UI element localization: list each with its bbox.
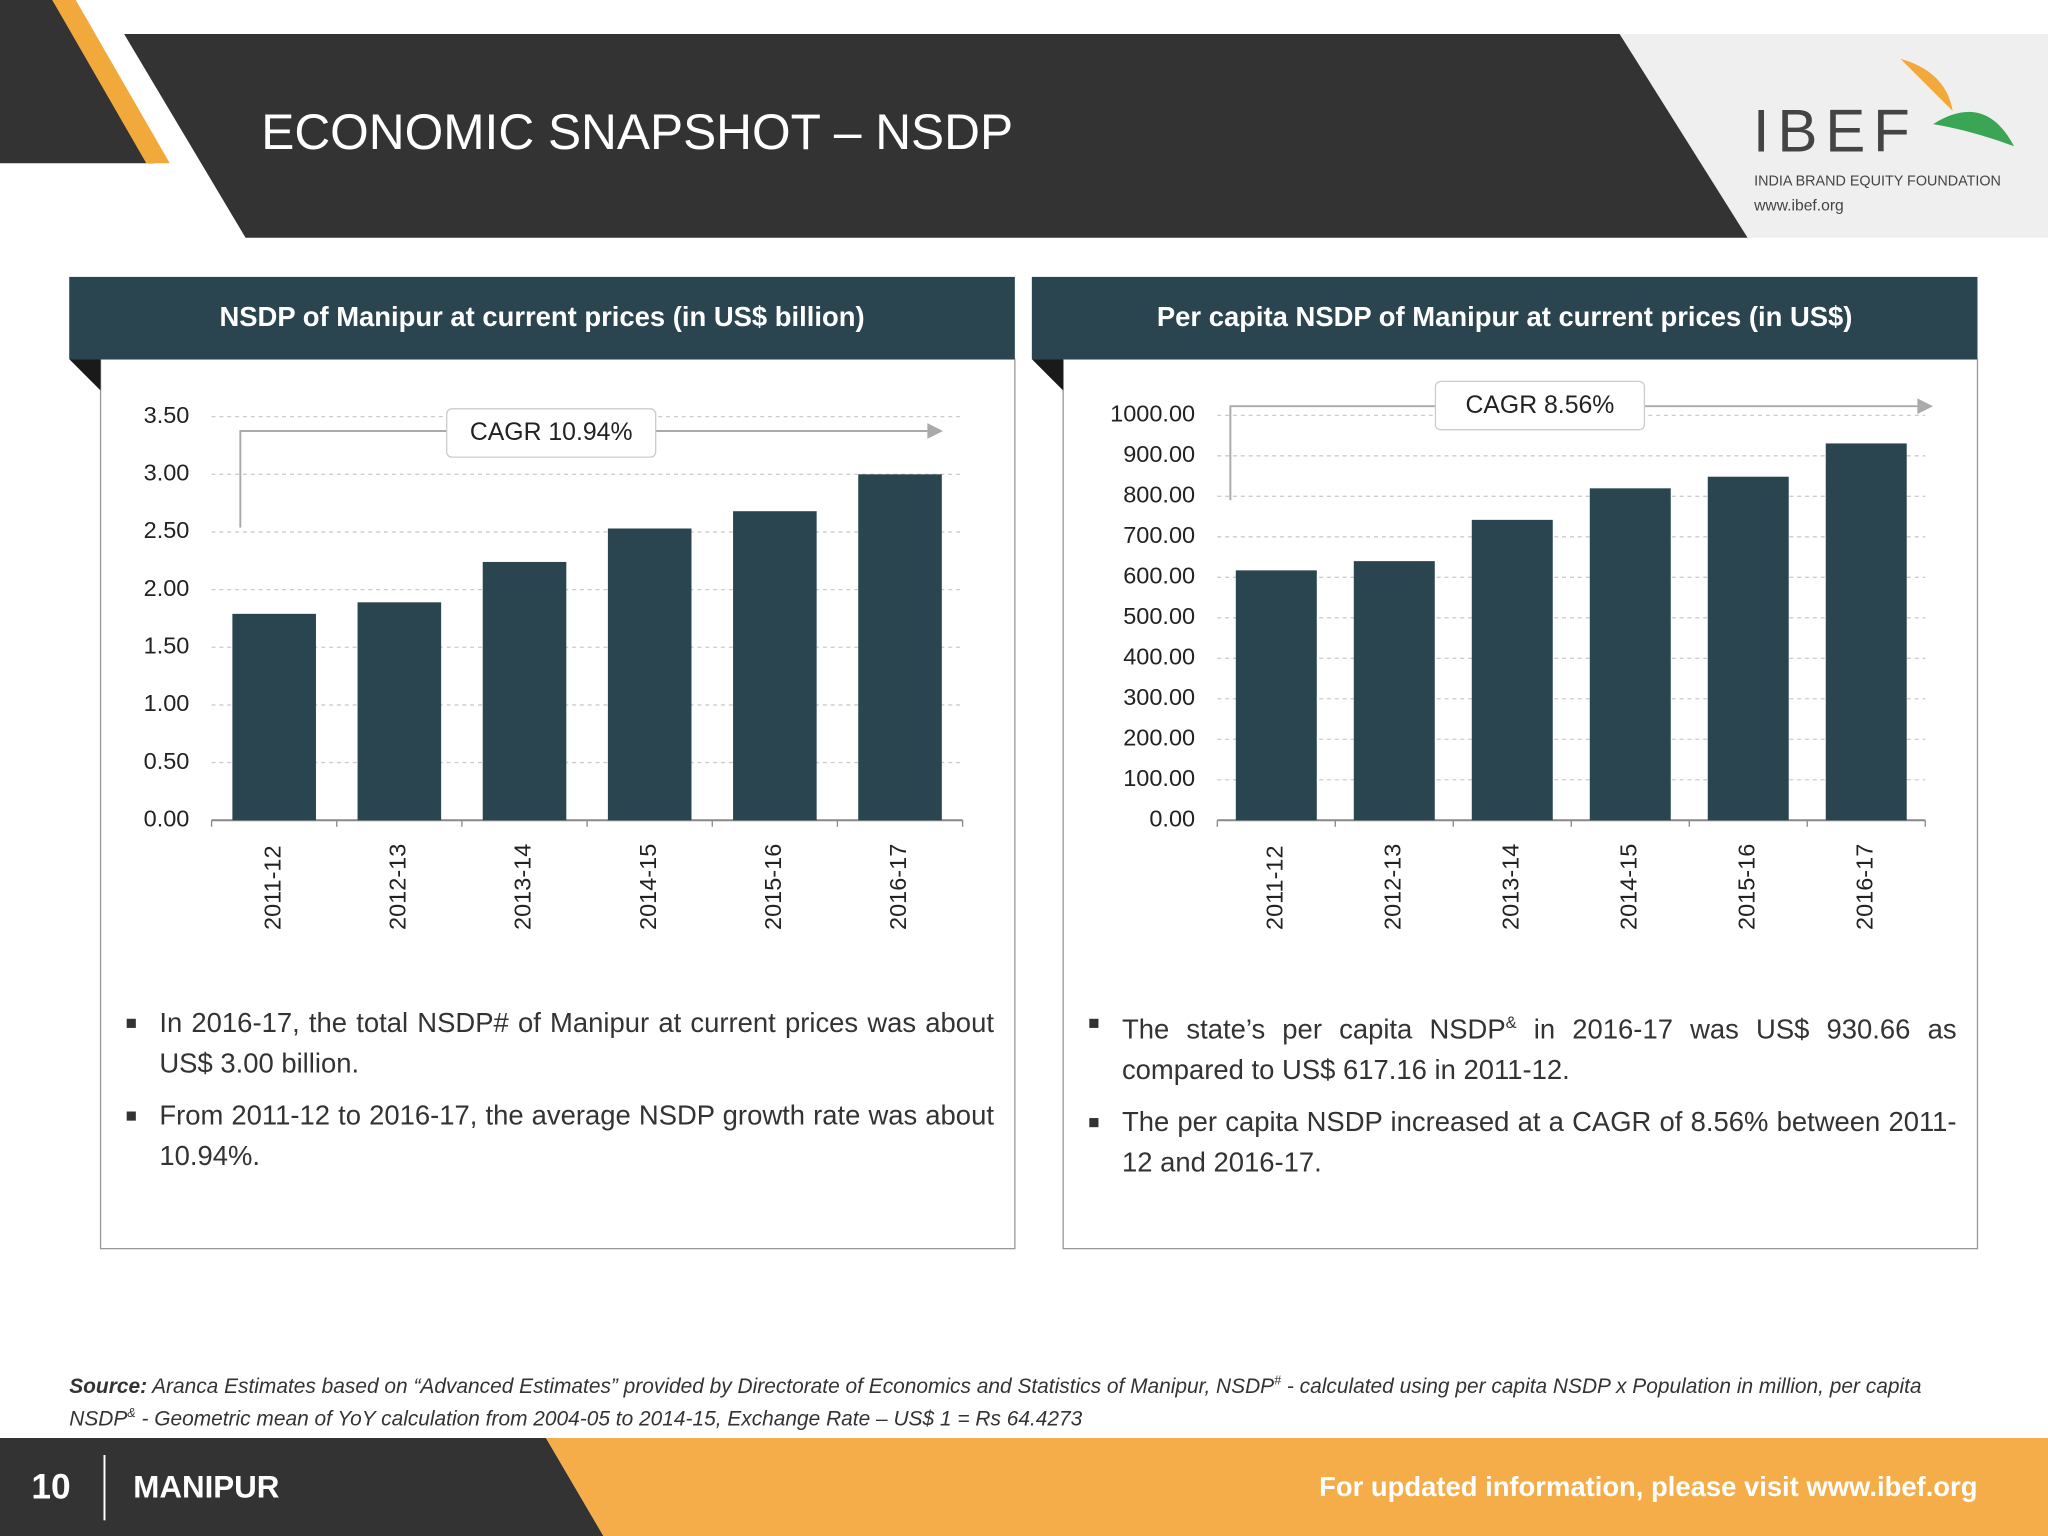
footer-link[interactable]: For updated information, please visit ww… [1319,1471,1977,1502]
bullet: From 2011-12 to 2016-17, the average NSD… [101,1096,994,1177]
y-tick-label: 600.00 [1123,563,1195,589]
y-tick-label: 300.00 [1123,684,1195,710]
logo-bird [1900,58,1953,112]
cagr-label: CAGR 10.94% [470,419,633,446]
panel-fold [69,359,101,391]
y-tick-label: 1000.00 [1110,401,1195,427]
cagr-arrowhead [1917,398,1934,415]
y-tick-label: 3.50 [144,402,190,428]
x-tick-label: 2013-14 [1497,844,1523,930]
bar [232,613,316,821]
y-tick-label: 500.00 [1123,603,1195,629]
footer-dark [0,1438,604,1536]
footer-orange [545,1438,2048,1536]
source-text: - calculated using per capita NSDP x Pop… [69,1375,1922,1432]
bar [858,474,942,821]
source-sup: # [1274,1374,1282,1389]
bullet-text: The per capita NSDP increased at a CAGR … [1121,1107,1957,1179]
source-sup: & [127,1407,136,1422]
bullet: In 2016-17, the total NSDP# of Manipur a… [101,1003,994,1084]
x-tick-label: 2015-16 [760,844,786,930]
source-text: - Geometric mean of YoY calculation from… [135,1408,1083,1432]
bar [1353,561,1435,821]
bar [482,561,567,821]
x-tick-label: 2013-14 [510,844,536,930]
x-tick-label: 2014-15 [1615,844,1641,930]
x-tick-label: 2014-15 [635,844,661,930]
x-tick-label: 2011-12 [1262,845,1288,930]
y-tick-label: 800.00 [1123,482,1195,508]
footer-state: MANIPUR [133,1469,279,1504]
bullet-list: The state’s per capita NSDP& in 2016-17 … [1063,1003,1957,1195]
bullet-text: From 2011-12 to 2016-17, the average NSD… [159,1101,994,1172]
bullet: The state’s per capita NSDP& in 2016-17 … [1063,1003,1957,1091]
x-tick-label: 2012-13 [385,844,411,930]
x-tick-label: 2012-13 [1379,844,1405,930]
bullet-text: In 2016-17, the total NSDP# of Manipur a… [159,1008,994,1079]
cagr-arrow [239,430,928,528]
y-tick-label: 200.00 [1123,724,1195,750]
x-tick-label: 2011-12 [259,845,285,929]
y-tick-label: 1.00 [144,690,190,716]
panel-header [1031,276,1978,360]
logo-url: www.ibef.org [1753,198,1844,215]
bar [357,602,442,821]
y-tick-label: 0.00 [144,805,190,831]
cagr-label: CAGR 8.56% [1465,392,1614,419]
y-tick-label: 0.00 [1149,805,1195,831]
header-band [124,33,1748,238]
bar [1589,488,1671,821]
bullet-list: In 2016-17, the total NSDP# of Manipur a… [101,1003,994,1188]
x-tick-label: 2016-17 [885,844,911,930]
chart-title: NSDP of Manipur at current prices (in US… [219,301,864,332]
bar [1825,443,1907,821]
bullet-sup: & [1505,1013,1517,1032]
bullet-text: in 2016-17 was US$ 930.66 as compared to… [1121,1014,1957,1086]
bullet: The per capita NSDP increased at a CAGR … [1063,1102,1957,1183]
source-note: Source: Aranca Estimates based on “Advan… [69,1368,1963,1434]
cagr-arrow [1229,405,1918,501]
source-label: Source: [69,1375,148,1398]
chart-title: Per capita NSDP of Manipur at current pr… [1157,301,1852,332]
corner [0,0,155,164]
y-tick-label: 400.00 [1123,643,1195,669]
y-tick-label: 2.00 [144,575,190,601]
bar [607,528,692,821]
logo-name: IBEF [1753,98,1918,165]
source-text: Aranca Estimates based on “Advanced Esti… [147,1375,1275,1398]
cagr-arrowhead [927,423,944,439]
x-tick-label: 2016-17 [1851,844,1877,930]
page-title: ECONOMIC SNAPSHOT – NSDP [261,104,1013,160]
bar [1471,519,1553,821]
y-tick-label: 2.50 [144,517,190,543]
page-number: 10 [31,1467,70,1506]
cagr-box [1434,380,1646,431]
y-tick-label: 700.00 [1123,522,1195,548]
bar [1235,570,1317,821]
bar [733,511,817,821]
bar [1707,476,1789,821]
y-tick-label: 100.00 [1123,765,1195,791]
y-tick-label: 3.00 [144,460,190,486]
logo-tagline: INDIA BRAND EQUITY FOUNDATION [1754,173,2001,189]
cagr-box [446,408,657,458]
y-tick-label: 900.00 [1123,441,1195,467]
panel-header [69,276,1015,360]
chart: NSDP of Manipur at current prices (in US… [69,276,1016,1250]
corner-stripe [52,0,170,164]
y-tick-label: 0.50 [144,748,190,774]
chart: Per capita NSDP of Manipur at current pr… [1031,276,1979,1250]
y-tick-label: 1.50 [144,632,190,658]
logo-bird [1933,111,2015,147]
bullet-text: The state’s per capita NSDP [1121,1014,1506,1045]
x-tick-label: 2015-16 [1733,844,1759,930]
